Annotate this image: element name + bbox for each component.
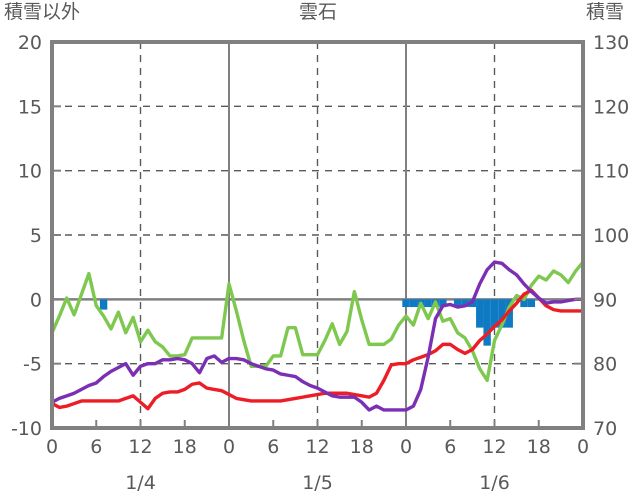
x-axis-day-label: 1/4 — [125, 472, 156, 494]
left-axis-tick-label: -5 — [23, 354, 42, 376]
series-lines — [50, 260, 585, 412]
series-line-green-line — [50, 260, 585, 383]
left-axis-tick-label: 10 — [18, 161, 42, 183]
right-axis-tick-label: 80 — [593, 354, 617, 376]
x-axis-tick-label: 12 — [482, 436, 506, 458]
plot-frame — [50, 40, 585, 430]
left-axis-tick-label: 5 — [30, 225, 42, 247]
precipitation-bar — [490, 299, 499, 328]
series-line-purple-line — [50, 260, 585, 412]
x-axis-tick-label: 12 — [128, 436, 152, 458]
x-axis-tick-label: 0 — [577, 436, 589, 458]
precipitation-bar — [520, 299, 528, 308]
precipitation-bar — [99, 299, 108, 310]
precipitation-bar — [476, 299, 484, 328]
left-axis-tick-label: -10 — [11, 418, 42, 440]
precipitation-bar — [483, 299, 491, 346]
precipitation-bar — [402, 299, 410, 308]
left-axis-tick-label: 15 — [18, 96, 42, 118]
right-axis-tick-label: 90 — [593, 289, 617, 311]
precipitation-bar — [527, 299, 536, 308]
precipitation-bar — [439, 299, 447, 308]
x-axis-tick-label: 6 — [267, 436, 279, 458]
x-axis-tick-label: 0 — [400, 436, 412, 458]
x-axis-tick-label: 18 — [350, 436, 374, 458]
page-title: 雲石 — [298, 1, 337, 23]
x-axis-tick-label: 0 — [46, 436, 58, 458]
precipitation-bar — [498, 299, 506, 328]
x-axis-tick-label: 12 — [305, 436, 329, 458]
series-line-red-line — [50, 288, 585, 411]
precipitation-bar — [409, 299, 418, 308]
right-axis-tick-label: 100 — [593, 225, 629, 247]
right-axis-tick-label: 120 — [593, 96, 629, 118]
right-axis-title: 積雪 — [586, 1, 625, 23]
x-axis-tick-label: 0 — [223, 436, 235, 458]
precipitation-bar — [461, 299, 469, 308]
x-axis-tick-label: 6 — [444, 436, 456, 458]
x-axis-tick-label: 18 — [173, 436, 197, 458]
left-axis-title: 積雪以外 — [4, 1, 81, 23]
right-axis-tick-label: 110 — [593, 161, 629, 183]
x-axis-day-label: 1/5 — [302, 472, 333, 494]
left-axis-tick-label: 0 — [30, 289, 42, 311]
right-axis-tick-label: 70 — [593, 418, 617, 440]
precipitation-bar — [424, 299, 432, 308]
precipitation-bar — [453, 299, 462, 308]
x-axis-day-label: 1/6 — [479, 472, 510, 494]
x-axis-tick-label: 18 — [527, 436, 551, 458]
left-axis-tick-label: 20 — [18, 32, 42, 54]
right-axis-tick-label: 130 — [593, 32, 629, 54]
x-axis-tick-label: 6 — [90, 436, 102, 458]
